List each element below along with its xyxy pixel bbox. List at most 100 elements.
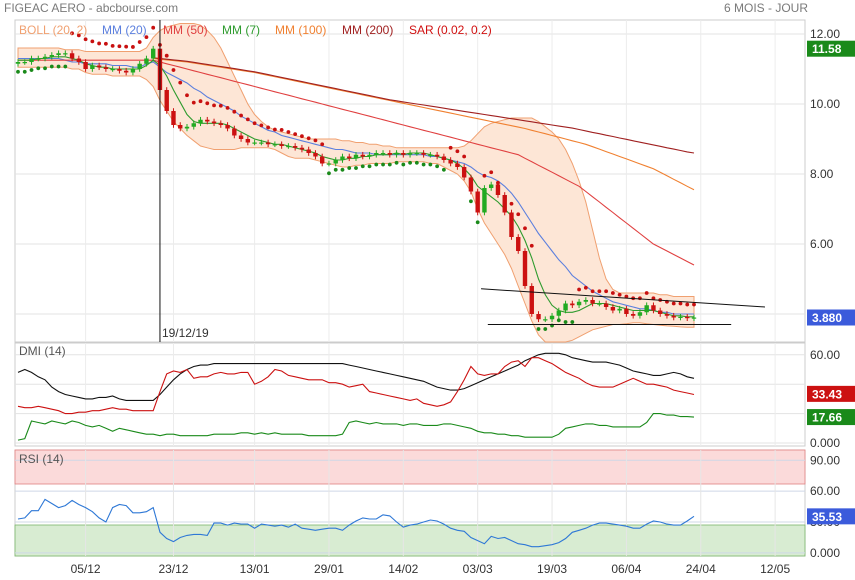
candle-body <box>326 163 332 165</box>
sar-dot <box>617 292 622 297</box>
sar-dot <box>327 171 331 176</box>
sar-dot <box>671 301 676 306</box>
sar-dot <box>577 287 581 292</box>
candle-body <box>49 55 54 57</box>
candle-body <box>401 153 406 155</box>
y-tick-label: 8.00 <box>810 167 834 181</box>
candle-body <box>387 153 392 155</box>
sar-dot <box>191 100 196 105</box>
sar-dot <box>421 162 426 167</box>
candle-body <box>191 123 196 127</box>
price-legend: BOLL (20, 2) MM (20) MM (50) MM (7) MM (100)… <box>19 23 492 37</box>
candle-body <box>502 195 507 213</box>
candle-body <box>90 65 95 69</box>
candle-body <box>549 315 555 320</box>
sar-dot <box>590 289 595 294</box>
candle-body <box>232 128 237 136</box>
sar-dot <box>583 285 588 290</box>
sar-dot <box>151 25 156 30</box>
candle-body <box>306 149 311 153</box>
candle-body <box>671 315 676 318</box>
dmi-panel-frame <box>14 342 806 447</box>
sar-dot <box>252 121 257 126</box>
candle-body <box>63 53 68 55</box>
sar-dot <box>502 194 507 199</box>
sar-dot <box>482 173 487 178</box>
candle-body <box>36 58 41 60</box>
sar-dot <box>610 291 615 295</box>
legend-entry: MM (100) <box>275 23 326 37</box>
candle-body <box>313 153 318 157</box>
sar-dot <box>570 320 575 324</box>
sar-dot <box>651 296 656 301</box>
x-tick-label: 23/12 <box>158 562 188 576</box>
sar-dot <box>97 41 102 46</box>
x-tick-label: 05/12 <box>71 562 101 576</box>
candle-body <box>320 156 325 164</box>
sar-dot <box>300 134 304 139</box>
rsi-grid <box>15 450 805 556</box>
sar-dot <box>475 220 480 225</box>
rsi-badges: 35.53 <box>807 508 855 525</box>
value-badge <box>807 40 855 57</box>
dmi-line-red <box>17 357 695 415</box>
x-tick-label: 19/03 <box>537 562 567 576</box>
candle-body <box>56 53 61 55</box>
candle-body <box>482 188 487 213</box>
candle-body <box>489 184 494 188</box>
candle-body <box>543 319 548 321</box>
value-badge <box>807 385 855 402</box>
value-badge-label: 17.66 <box>812 411 842 425</box>
dmi-line-black <box>17 352 695 401</box>
dmi-title: DMI (14) <box>19 344 66 358</box>
candle-body <box>434 154 440 157</box>
candle-body <box>691 317 697 319</box>
sar-dot <box>110 44 115 48</box>
sar-dot <box>374 162 379 167</box>
y-tick-label: 10.00 <box>810 97 840 111</box>
candle-body <box>563 303 568 311</box>
candle-body <box>42 56 48 59</box>
candle-body <box>333 160 338 164</box>
sar-dot <box>536 327 541 331</box>
sar-dot <box>435 164 440 169</box>
candle-body <box>340 156 345 160</box>
sar-dot <box>381 162 385 167</box>
candle-body <box>583 300 589 302</box>
candle-body <box>103 67 109 69</box>
sar-dot <box>496 180 500 185</box>
sar-dot <box>43 66 47 71</box>
candle-body <box>441 156 447 160</box>
sar-dot <box>131 45 135 49</box>
candle-body <box>184 126 190 129</box>
sar-dot <box>509 201 514 206</box>
candle-body <box>347 156 352 159</box>
candle-body <box>536 314 541 320</box>
price-grid <box>15 20 805 342</box>
value-badge-label: 33.43 <box>812 387 842 401</box>
sar-dot <box>543 327 548 331</box>
y-tick-label: 6.00 <box>810 237 834 251</box>
sar-dot <box>462 154 467 159</box>
y-tick-label: 60.00 <box>810 348 840 362</box>
sar-dot <box>245 117 250 122</box>
sar-dot <box>441 167 446 172</box>
sar-dot <box>529 243 534 248</box>
annotation-label: 19/12/19 <box>162 326 209 340</box>
candle-body <box>610 307 616 311</box>
candle-body <box>475 191 480 213</box>
candle-body <box>265 142 271 145</box>
sar-dot <box>604 289 609 294</box>
candle-body <box>245 139 251 143</box>
candle-body <box>171 111 176 125</box>
y-tick-label: 90.00 <box>810 453 840 467</box>
sar-dot <box>103 41 108 46</box>
sar-dot <box>225 105 230 110</box>
rsi-line <box>17 498 695 548</box>
sar-dot <box>347 166 352 170</box>
candle-body <box>630 314 636 316</box>
candle-body <box>292 146 298 148</box>
sar-dot <box>401 162 406 167</box>
candle-body <box>637 312 643 316</box>
